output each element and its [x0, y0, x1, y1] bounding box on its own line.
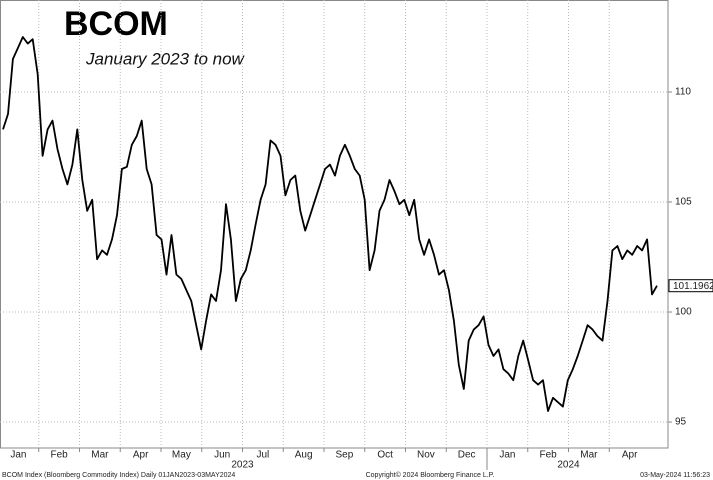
footer-left: BCOM Index (Bloomberg Commodity Index) D… [2, 472, 235, 479]
x-tick-label: Aug [295, 450, 313, 461]
x-tick-label: Feb [540, 450, 558, 461]
footer-right: 03-May-2024 11:56:23 [640, 472, 710, 479]
last-value-box [668, 279, 713, 293]
x-tick-label: Mar [91, 450, 109, 461]
x-tick-label: Dec [458, 450, 476, 461]
y-tick-label: 110 [675, 87, 691, 98]
chart-subtitle: January 2023 to now [85, 49, 246, 68]
year-label: 2023 [231, 460, 254, 471]
price-line [2, 36, 658, 412]
y-tick-label: 95 [675, 417, 687, 428]
last-value-label: 101.1962 [673, 281, 713, 292]
x-tick-label: Jan [10, 450, 26, 461]
x-tick-label: Apr [622, 450, 638, 461]
x-tick-label: Mar [580, 450, 598, 461]
x-tick-label: Jun [214, 450, 230, 461]
y-tick-label: 100 [675, 307, 692, 318]
x-tick-label: Sep [335, 450, 353, 461]
x-tick-label: Jul [256, 450, 269, 461]
x-tick-label: Nov [417, 450, 435, 461]
year-label: 2024 [557, 460, 580, 471]
x-tick-label: Oct [377, 450, 393, 461]
x-tick-label: May [172, 450, 191, 461]
chart-title: BCOM [64, 5, 168, 43]
x-tick-label: Apr [133, 450, 149, 461]
plot-frame [0, 0, 669, 449]
footer-center: Copyright© 2024 Bloomberg Finance L.P. [366, 471, 495, 479]
x-tick-label: Feb [51, 450, 69, 461]
x-tick-label: Jan [499, 450, 515, 461]
y-tick-label: 105 [675, 197, 692, 208]
